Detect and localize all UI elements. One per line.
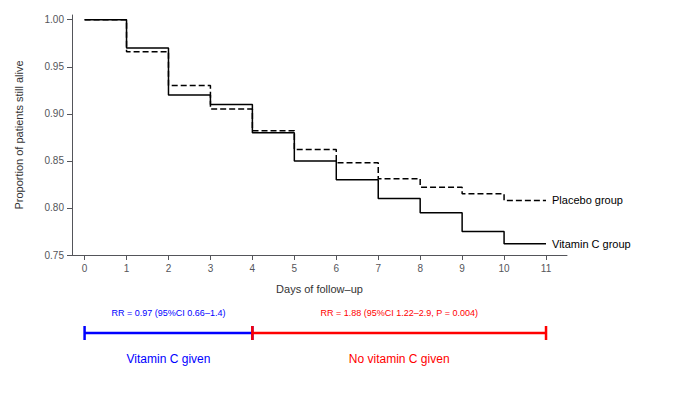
svg-text:9: 9 [459,263,465,274]
svg-text:5: 5 [292,263,298,274]
svg-text:0.85: 0.85 [45,155,65,166]
svg-text:8: 8 [417,263,423,274]
svg-text:Vitamin C group: Vitamin C group [552,238,631,250]
svg-text:2: 2 [166,263,172,274]
svg-text:0.80: 0.80 [45,202,65,213]
svg-text:Vitamin C given: Vitamin C given [127,352,211,366]
svg-text:Days of follow–up: Days of follow–up [276,283,363,295]
svg-text:6: 6 [333,263,339,274]
svg-text:0.95: 0.95 [45,61,65,72]
svg-text:0.75: 0.75 [45,250,65,261]
svg-text:Proportion of patients still a: Proportion of patients still alive [13,60,25,209]
svg-text:1.00: 1.00 [45,14,65,25]
svg-text:11: 11 [541,263,552,274]
svg-text:10: 10 [499,263,511,274]
svg-text:7: 7 [375,263,381,274]
svg-text:0: 0 [82,263,88,274]
svg-text:1: 1 [124,263,130,274]
svg-text:3: 3 [208,263,214,274]
svg-text:0.90: 0.90 [45,108,65,119]
svg-text:RR = 0.97 (95%CI 0.66–1.4): RR = 0.97 (95%CI 0.66–1.4) [112,308,226,318]
svg-text:Placebo group: Placebo group [552,194,623,206]
svg-text:RR = 1.88 (95%CI 1.22–2.9, P =: RR = 1.88 (95%CI 1.22–2.9, P = 0.004) [320,308,477,318]
svg-text:4: 4 [250,263,256,274]
svg-text:No vitamin C given: No vitamin C given [349,352,450,366]
